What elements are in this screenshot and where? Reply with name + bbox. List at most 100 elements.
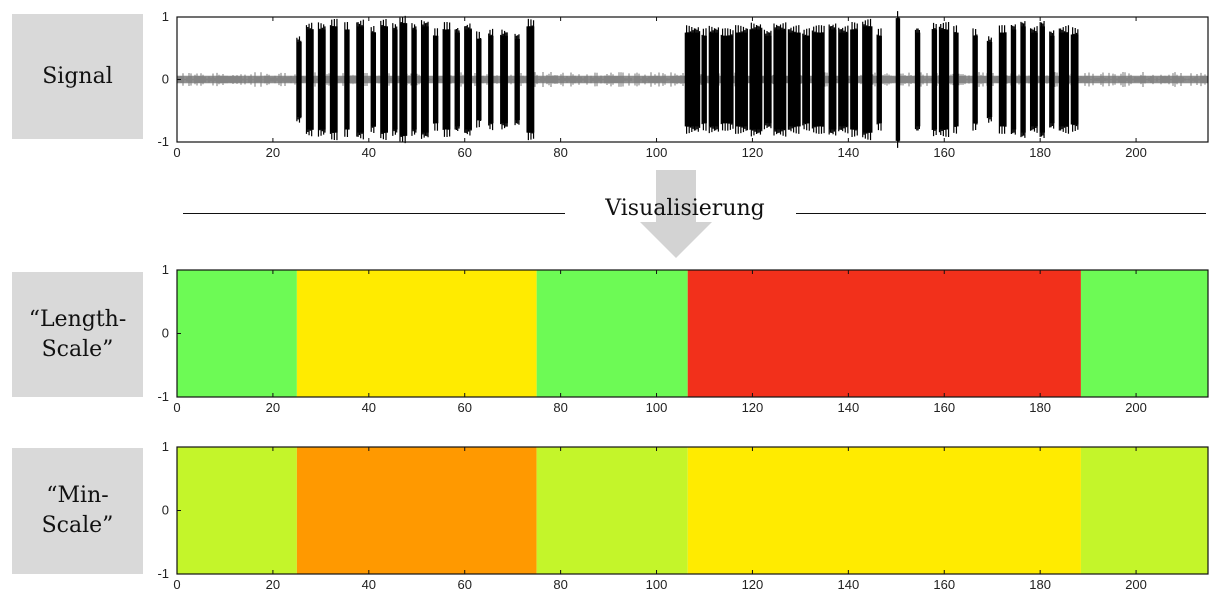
signal-burst-39 (931, 22, 938, 137)
signal-burst-4 (344, 22, 350, 137)
signal-burst-43 (986, 36, 993, 123)
signal-burst-18 (500, 29, 508, 130)
signal-burst-11 (420, 20, 429, 139)
signal-burst-16 (476, 31, 482, 128)
signal-burst-50 (1058, 25, 1070, 134)
x-tick-label: 40 (362, 400, 376, 415)
signal-burst-26 (749, 22, 763, 137)
signal-row-label: Signal (12, 14, 143, 139)
signal-burst-35 (862, 18, 873, 141)
signal-burst-17 (488, 28, 494, 131)
signal-burst-21 (684, 25, 701, 134)
signal-burst-5 (356, 19, 365, 140)
heat-segment-2 (536, 447, 688, 574)
signal-chart: 0 20 40 60 80 100 120 140 160 180 200 -1 0 1 (157, 9, 1209, 160)
signal-burst-37 (895, 11, 901, 148)
signal-burst-32 (828, 23, 837, 136)
signal-burst-20 (526, 18, 535, 141)
x-tick-label: 60 (457, 577, 471, 592)
signal-burst-22 (701, 28, 707, 131)
signal-burst-7 (380, 19, 388, 140)
x-tick-label: 100 (646, 577, 668, 592)
x-tick-label: 140 (837, 577, 859, 592)
signal-burst-46 (1020, 21, 1026, 138)
y-tick-label: -1 (157, 566, 169, 581)
signal-burst-45 (1010, 24, 1017, 135)
signal-burst-0 (296, 36, 302, 123)
x-tick-label: 80 (553, 145, 567, 160)
signal-burst-13 (442, 22, 451, 137)
x-tick-label: 200 (1125, 400, 1147, 415)
min-scale-chart: 0 20 40 60 80 100 120 140 160 180 200 -1 0 1 (157, 439, 1209, 592)
x-tick-label: 20 (266, 145, 280, 160)
x-tick-label: 140 (837, 400, 859, 415)
x-tick-label: 40 (362, 577, 376, 592)
signal-burst-49 (1049, 30, 1055, 129)
signal-burst-12 (432, 28, 439, 131)
length-scale-chart: 0 20 40 60 80 100 120 140 160 180 200 -1 0 1 (157, 262, 1209, 415)
divider-line-right (796, 213, 1206, 214)
signal-burst-36 (876, 28, 882, 131)
signal-burst-15 (464, 23, 472, 136)
x-tick-label: 180 (1029, 577, 1051, 592)
y-tick-label: 0 (162, 326, 169, 341)
heat-segment-4 (1080, 270, 1208, 397)
heat-segment-1 (296, 447, 537, 574)
x-tick-label: 60 (457, 145, 471, 160)
signal-burst-34 (850, 22, 858, 137)
x-tick-label: 180 (1029, 145, 1051, 160)
y-tick-label: 1 (162, 439, 169, 454)
signal-burst-2 (317, 22, 326, 137)
x-tick-label: 160 (933, 577, 955, 592)
signal-burst-10 (411, 23, 417, 136)
heat-segment-0 (177, 447, 297, 574)
y-tick-label: -1 (157, 389, 169, 404)
y-tick-label: -1 (157, 134, 169, 149)
divider-line-left (183, 213, 565, 214)
min-scale-row-label: “Min- Scale” (12, 448, 143, 574)
heat-segment-1 (296, 270, 537, 397)
signal-burst-47 (1029, 26, 1038, 133)
signal-burst-29 (787, 25, 801, 134)
signal-burst-6 (370, 26, 377, 133)
x-tick-label: 100 (646, 145, 668, 160)
x-tick-label: 0 (173, 577, 180, 592)
x-tick-label: 20 (266, 577, 280, 592)
x-tick-label: 160 (933, 145, 955, 160)
signal-burst-33 (838, 25, 849, 134)
signal-burst-28 (773, 22, 787, 137)
y-tick-label: 0 (162, 503, 169, 518)
x-tick-label: 120 (742, 145, 764, 160)
signal-burst-1 (305, 22, 314, 137)
x-tick-label: 80 (553, 400, 567, 415)
signal-burst-38 (914, 28, 921, 131)
heat-segment-4 (1080, 447, 1208, 574)
heat-segment-3 (687, 270, 1081, 397)
signal-burst-40 (938, 22, 950, 137)
length-scale-row-label: “Length- Scale” (12, 272, 143, 397)
signal-burst-48 (1039, 21, 1045, 138)
x-tick-label: 180 (1029, 400, 1051, 415)
x-tick-label: 20 (266, 400, 280, 415)
x-tick-label: 0 (173, 400, 180, 415)
signal-burst-30 (802, 28, 810, 131)
divider-label: Visualisierung (605, 196, 765, 221)
heat-segment-3 (687, 447, 1081, 574)
y-tick-label: 0 (162, 72, 169, 87)
signal-burst-9 (399, 15, 408, 144)
x-tick-label: 80 (553, 577, 567, 592)
x-tick-label: 160 (933, 400, 955, 415)
x-tick-label: 120 (742, 577, 764, 592)
signal-burst-42 (972, 28, 978, 131)
signal-burst-14 (454, 28, 460, 131)
x-tick-label: 140 (837, 145, 859, 160)
signal-burst-51 (1070, 27, 1079, 132)
x-tick-label: 0 (173, 145, 180, 160)
x-tick-label: 100 (646, 400, 668, 415)
signal-burst-24 (720, 28, 734, 131)
signal-burst-31 (811, 25, 825, 134)
y-tick-label: 1 (162, 9, 169, 24)
signal-burst-23 (708, 25, 719, 134)
x-tick-label: 60 (457, 400, 471, 415)
